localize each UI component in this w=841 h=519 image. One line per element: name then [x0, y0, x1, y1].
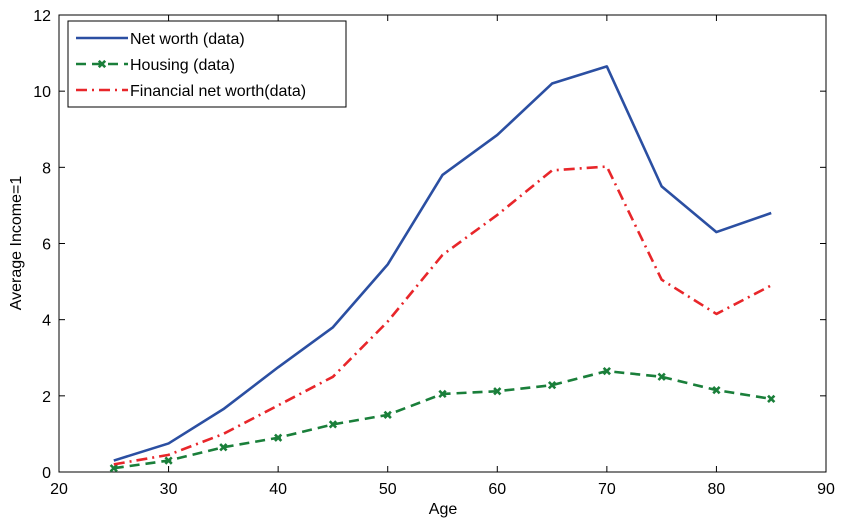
series-2-point — [328, 420, 338, 429]
y-tick-label: 10 — [33, 84, 51, 101]
x-tick-label: 70 — [598, 481, 616, 498]
y-axis-label: Average Income=1 — [8, 176, 25, 311]
x-tick-label: 30 — [160, 481, 178, 498]
legend-label: Housing (data) — [130, 57, 235, 74]
series-2-point — [109, 464, 118, 473]
x-tick-label: 80 — [708, 481, 726, 498]
y-tick-label: 12 — [33, 8, 51, 25]
series-2-point — [274, 433, 283, 442]
series-2-point — [767, 394, 776, 403]
x-axis-label: Age — [429, 501, 458, 518]
legend-item: Housing (data) — [76, 57, 235, 74]
y-tick-label: 8 — [42, 160, 51, 177]
legend-label: Net worth (data) — [130, 31, 245, 48]
series-2-point — [219, 443, 228, 452]
series-2-point — [493, 387, 502, 396]
x-tick-label: 40 — [269, 481, 287, 498]
series-2-point — [164, 456, 173, 465]
x-tick-label: 90 — [817, 481, 835, 498]
y-tick-label: 6 — [42, 237, 51, 254]
legend-item: Net worth (data) — [76, 31, 245, 48]
series-layer — [109, 65, 776, 473]
y-tick-label: 0 — [42, 465, 51, 482]
series-2-point — [712, 386, 721, 395]
y-tick-label: 4 — [42, 313, 51, 330]
x-tick-label: 60 — [488, 481, 506, 498]
series-2-point — [438, 389, 447, 399]
legend: Net worth (data) Housing (data) Financial … — [67, 20, 347, 108]
legend-item: Financial net worth(data) — [76, 83, 306, 100]
x-tick-label: 20 — [50, 481, 68, 498]
y-axis-ticks: 0 2 4 6 8 10 12 — [33, 8, 826, 482]
series-2-point — [657, 372, 666, 381]
series-2-point — [383, 410, 392, 419]
legend-marker — [97, 59, 107, 69]
x-tick-label: 50 — [379, 481, 397, 498]
series-line-3 — [113, 165, 772, 466]
series-2-point — [547, 381, 557, 390]
x-axis-ticks: 20 30 40 50 60 70 80 90 — [50, 15, 835, 498]
series-line-1 — [113, 65, 772, 462]
y-tick-label: 2 — [42, 389, 51, 406]
series-2-point — [602, 366, 611, 376]
legend-label: Financial net worth(data) — [130, 83, 306, 100]
